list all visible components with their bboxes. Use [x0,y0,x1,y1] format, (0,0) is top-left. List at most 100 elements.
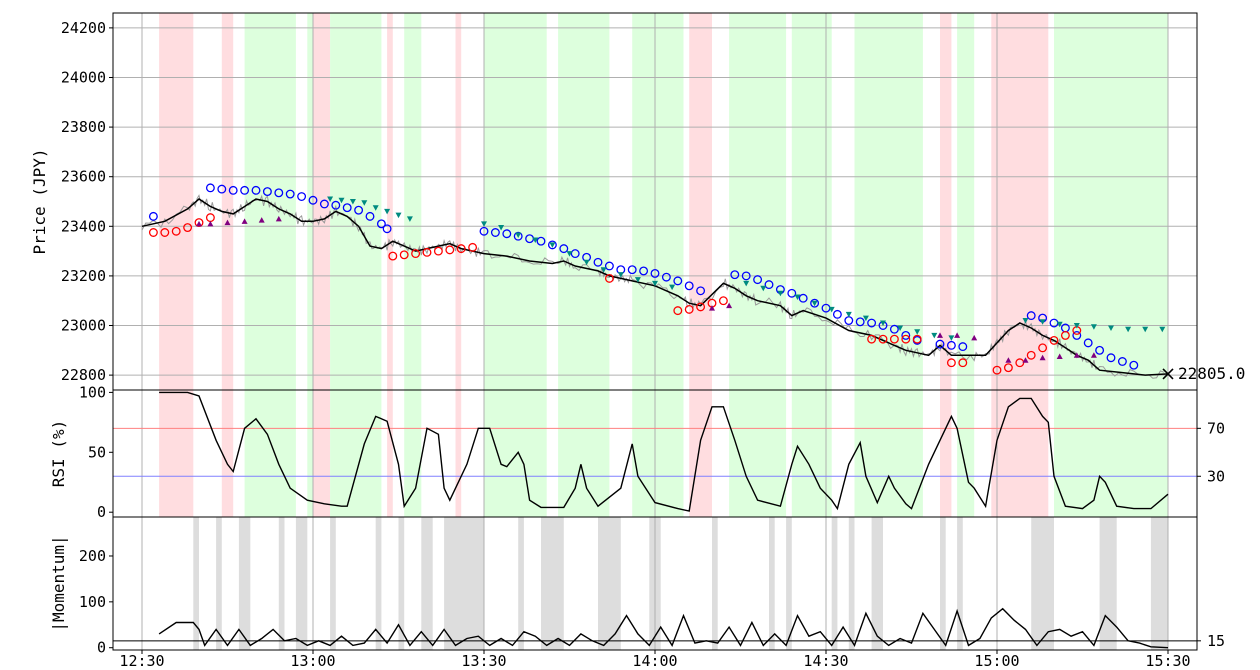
y-tick-label: 23400 [61,217,106,235]
y-tick-label: 23800 [61,118,106,136]
resistance-marker [844,316,854,326]
momentum-shade [518,517,524,650]
buy-signal-marker [1056,353,1063,360]
bullish-band [404,13,422,390]
resistance-marker [946,340,956,350]
resistance-marker [536,236,546,246]
resistance-marker [958,342,968,352]
momentum-shade [216,517,222,650]
sell-signal-marker [897,325,904,331]
sell-signal-marker [1022,318,1029,324]
support-marker [456,244,466,254]
buy-signal-marker [275,215,282,222]
bullish-band [404,390,422,517]
sell-signal-marker [652,280,658,287]
resistance-marker [479,226,489,236]
momentum-shade [541,517,564,650]
resistance-marker [490,228,500,237]
sell-signal-marker [743,280,750,287]
y-tick-label: 22800 [61,366,106,384]
support-marker [889,334,899,344]
resistance-marker [1026,311,1036,321]
bullish-band [244,390,296,517]
sell-signal-marker [760,285,767,292]
sell-signal-marker [1039,319,1046,325]
sell-signal-marker [372,205,379,211]
momentum-shade [940,517,946,650]
x-tick-label: 15:30 [1145,652,1190,670]
sell-signal-marker [498,225,505,231]
sell-signal-marker [1125,326,1132,333]
bearish-band [455,13,462,390]
bullish-band [791,13,832,390]
bearish-band [689,13,712,390]
resistance-marker [513,231,523,241]
momentum-shade [238,517,251,650]
bearish-band [991,390,1049,517]
resistance-marker [331,200,341,210]
bullish-band [729,390,787,517]
momentum-shade [421,517,433,650]
rsi-axis-title: RSI (%) [49,420,68,487]
momentum-shade [295,517,308,650]
resistance-marker [342,203,352,213]
rsi-line [159,391,1169,512]
resistance-marker [810,298,820,308]
y-tick-label: 0 [97,639,106,657]
x-tick-label: 15:00 [974,652,1019,670]
resistance-marker [764,280,774,290]
buy-signal-marker [1022,357,1029,363]
sell-signal-marker [549,242,556,248]
smoothed-price-line [141,198,1169,376]
resistance-marker [570,249,580,259]
resistance-marker [319,199,329,209]
momentum-shade [957,517,963,650]
support-marker [171,226,181,236]
momentum-shade [1099,517,1117,650]
bearish-band [455,390,462,517]
shared-x-axis: 12:30 13:00 13:30 14:00 14:30 15:00 15:30 [119,650,1191,670]
momentum-shade [871,517,883,650]
resistance-marker [832,309,842,319]
sell-signal-marker [1108,325,1114,331]
sell-signal-marker [532,237,539,243]
support-marker [183,223,193,232]
buy-signal-marker [954,332,961,338]
resistance-marker [1106,353,1116,363]
bearish-band [689,390,712,517]
momentum-shade [712,517,718,650]
resistance-marker [1072,330,1082,340]
y-tick-label: 0 [97,503,106,521]
sell-signal-marker [1159,326,1166,333]
resistance-marker [1129,360,1139,370]
sell-signal-marker [617,272,624,278]
resistance-marker [205,183,215,193]
bullish-band [791,390,832,517]
bearish-band [221,13,234,390]
sell-signal-marker [914,329,921,335]
support-marker [205,213,215,223]
momentum-line [158,607,1169,649]
sell-signal-marker [327,196,334,203]
sell-signal-marker [1090,324,1097,330]
sell-signal-marker [1073,323,1080,329]
resistance-marker [240,185,250,195]
bullish-band [854,13,923,390]
resistance-marker [217,184,227,194]
resistance-marker [684,281,694,291]
resistance-marker [787,288,797,298]
price-panel: 22800 23000 23200 23400 23600 23800 24000 24200… [30,12,1245,391]
sell-signal-marker [1142,326,1149,333]
sell-signal-marker [395,212,402,219]
resistance-marker [354,205,364,215]
resistance-marker [673,276,683,286]
resistance-marker [604,261,614,271]
buy-signal-marker [258,217,265,223]
resistance-marker [593,257,603,267]
bearish-band [159,390,194,517]
resistance-marker [661,272,671,282]
support-marker [468,242,478,252]
resistance-marker [297,192,307,201]
momentum-shade [398,517,405,650]
